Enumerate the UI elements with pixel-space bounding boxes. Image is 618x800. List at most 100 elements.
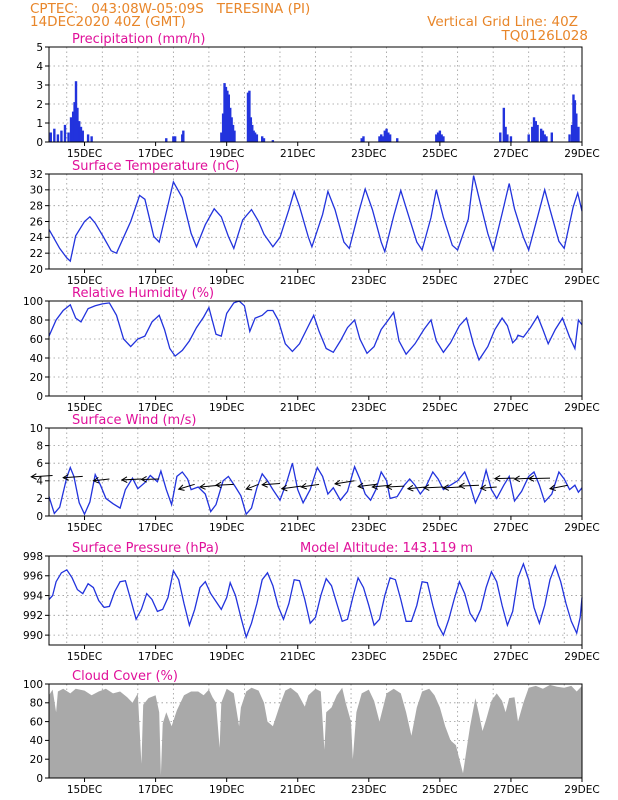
y-tick-label: 20 xyxy=(30,754,43,766)
panel-frame xyxy=(48,555,583,646)
precip-bar xyxy=(536,124,539,142)
wind-arrow xyxy=(479,484,497,492)
x-tick-label: 15DEC xyxy=(67,275,102,287)
x-tick-label: 25DEC xyxy=(422,402,457,414)
precip-bar xyxy=(360,138,363,142)
precip-bar xyxy=(541,130,545,142)
precip-bar xyxy=(383,130,386,142)
wind-arrow xyxy=(371,483,391,490)
wind-arrow xyxy=(140,476,160,483)
precip-bar xyxy=(251,124,254,142)
precip-bar xyxy=(220,132,223,142)
precip-bar xyxy=(231,124,235,142)
precip-bar xyxy=(527,134,530,142)
cloud-cover-area xyxy=(49,684,582,778)
panel-0: 0 1 2 3 4 5 15DEC 17DEC 19DEC 21DEC 23DEC 25DEC 27DE… xyxy=(36,32,599,160)
y-tick-label: 996 xyxy=(23,571,43,583)
precip-bar xyxy=(172,136,175,142)
x-tick-label: 23DEC xyxy=(351,522,386,534)
precip-bar xyxy=(531,126,534,142)
precip-bar xyxy=(246,92,250,142)
y-tick-label: 998 xyxy=(23,551,43,563)
precip-bar xyxy=(545,136,548,142)
panel-title: Surface Temperature (nC) xyxy=(72,159,240,174)
x-tick-label: 25DEC xyxy=(422,784,457,796)
y-tick-label: 994 xyxy=(23,590,43,602)
precip-bar xyxy=(570,124,574,142)
y-tick-label: 0 xyxy=(36,137,43,149)
y-tick-label: 2 xyxy=(36,99,43,111)
x-tick-label: 23DEC xyxy=(351,402,386,414)
x-tick-label: 15DEC xyxy=(67,784,102,796)
precip-bar xyxy=(224,86,228,142)
header-datetime: 14DEC2020 40Z (GMT) xyxy=(30,14,186,30)
x-tick-label: 19DEC xyxy=(209,275,244,287)
x-tick-label: 17DEC xyxy=(138,651,173,663)
panel-2: 0 20 40 60 80 100 15DEC 17DEC 19DEC 21DEC 23DEC 25D… xyxy=(23,286,600,414)
precip-bar xyxy=(56,134,60,142)
precip-bar xyxy=(248,90,251,142)
y-tick-label: 40 xyxy=(30,353,43,365)
panel-frame xyxy=(48,427,583,517)
x-tick-label: 21DEC xyxy=(280,402,315,414)
y-tick-label: 22 xyxy=(30,248,43,260)
x-tick-label: 23DEC xyxy=(351,651,386,663)
y-tick-label: 5 xyxy=(36,42,43,54)
header-model-code: TQ0126L028 xyxy=(501,28,588,44)
precip-bar xyxy=(227,94,230,142)
precip-bar xyxy=(436,132,440,142)
precip-bar xyxy=(577,126,580,142)
precip-bar xyxy=(69,117,73,142)
wind-arrow xyxy=(62,474,83,481)
precip-bar xyxy=(53,128,56,142)
precip-bar xyxy=(550,132,553,142)
precip-bar xyxy=(255,134,259,142)
wind-arrow xyxy=(458,482,479,490)
wind-arrow xyxy=(92,476,110,484)
x-tick-label: 21DEC xyxy=(280,651,315,663)
precip-bar xyxy=(380,134,383,142)
y-tick-label: 0 xyxy=(36,391,43,403)
panel-subtitle: Model Altitude: 143.119 m xyxy=(300,541,473,556)
wind-arrow xyxy=(300,482,320,490)
precip-bar xyxy=(385,128,388,142)
x-tick-label: 19DEC xyxy=(209,522,244,534)
precip-bar xyxy=(221,113,225,142)
y-tick-label: 990 xyxy=(23,630,43,642)
y-tick-label: 80 xyxy=(30,315,43,327)
wind-arrow xyxy=(385,483,405,491)
wind-arrow xyxy=(177,483,195,491)
precip-bar xyxy=(504,126,507,142)
panel-1: 20 22 24 26 28 30 32 15DEC 17DEC 19DEC 21DEC 23DEC 2… xyxy=(30,159,600,287)
precip-bar xyxy=(182,130,185,142)
x-tick-label: 17DEC xyxy=(138,784,173,796)
precip-bar xyxy=(568,134,571,142)
precip-bar xyxy=(230,117,233,142)
panel-frame xyxy=(48,683,583,779)
wind-arrow xyxy=(261,481,281,488)
precip-bar xyxy=(438,130,442,142)
x-tick-label: 27DEC xyxy=(493,651,528,663)
x-tick-label: 29DEC xyxy=(564,148,599,160)
x-tick-label: 15DEC xyxy=(67,522,102,534)
y-tick-label: 2 xyxy=(36,493,43,505)
precip-bar xyxy=(73,102,76,142)
panel-title: Surface Wind (m/s) xyxy=(72,413,196,428)
y-tick-label: 60 xyxy=(30,716,43,728)
y-tick-label: 4 xyxy=(36,61,43,73)
precip-bar xyxy=(388,134,392,142)
precip-bar xyxy=(499,132,502,142)
x-tick-label: 21DEC xyxy=(280,275,315,287)
precip-bar xyxy=(572,94,575,142)
x-tick-label: 19DEC xyxy=(209,651,244,663)
x-tick-label: 27DEC xyxy=(493,275,528,287)
x-tick-label: 25DEC xyxy=(422,275,457,287)
precip-bar xyxy=(573,100,577,142)
y-tick-label: 6 xyxy=(36,458,43,470)
y-tick-label: 8 xyxy=(36,440,43,452)
x-tick-label: 27DEC xyxy=(493,784,528,796)
precip-bar xyxy=(226,90,229,142)
precip-bar xyxy=(49,132,52,142)
series-line xyxy=(48,463,583,516)
